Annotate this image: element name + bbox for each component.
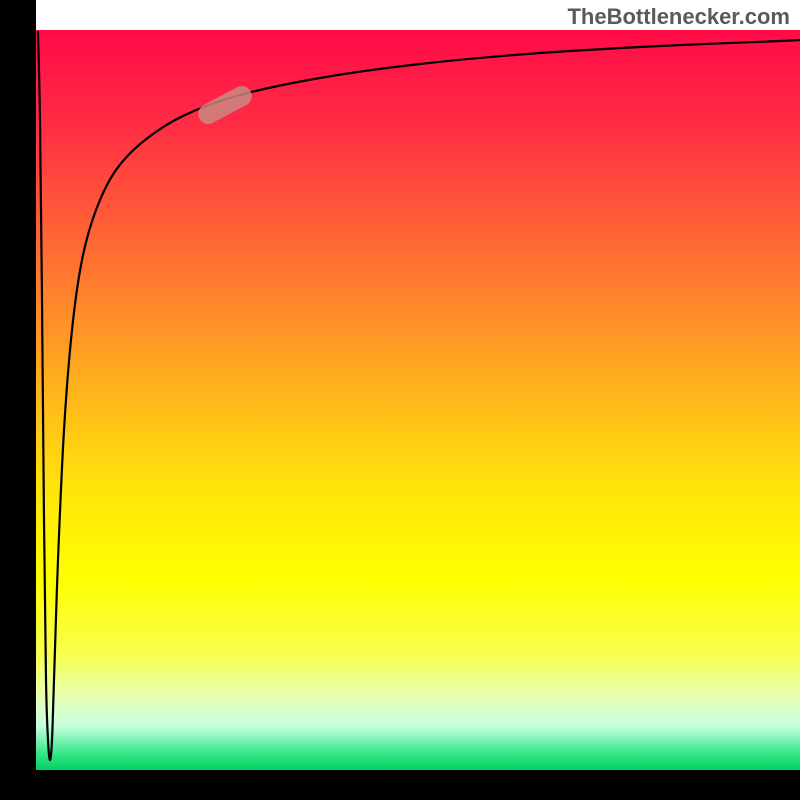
bottom-axis-border — [0, 770, 800, 800]
left-axis-border — [0, 0, 36, 800]
bottleneck-chart — [0, 0, 800, 800]
watermark-text: TheBottlenecker.com — [567, 4, 790, 30]
plot-gradient-background — [36, 30, 800, 770]
chart-container: TheBottlenecker.com — [0, 0, 800, 800]
